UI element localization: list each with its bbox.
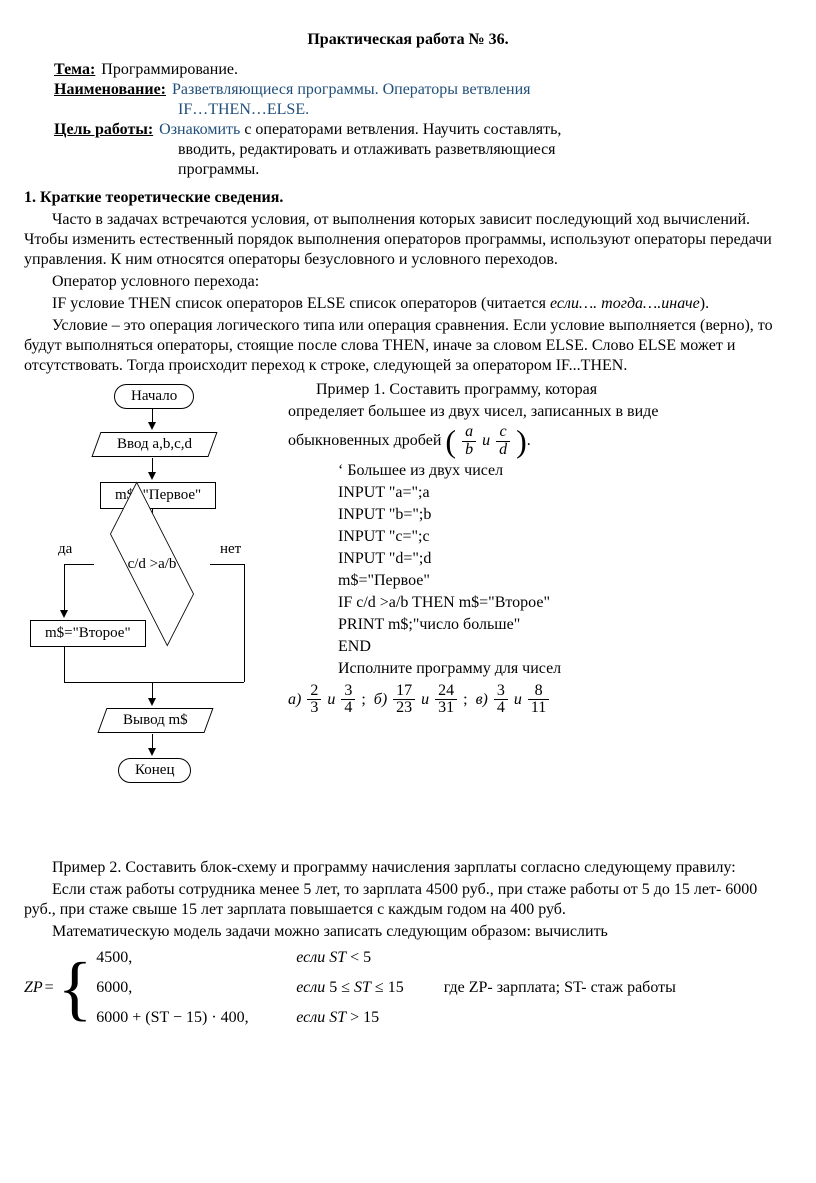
ex1-intro3: обыкновенных дробей ( ab и cd ). <box>288 424 792 459</box>
naimen-label: Наименование: <box>54 80 172 100</box>
flow-input: Ввод a,b,c,d <box>91 432 217 457</box>
example-1: Пример 1. Составить программу, которая о… <box>284 380 792 719</box>
ex2-p2: Если стаж работы сотрудника менее 5 лет,… <box>24 880 792 920</box>
zp-var: ZP <box>24 978 43 998</box>
cel-value: Ознакомить с операторами ветвления. Науч… <box>159 120 792 140</box>
code-line: ‘ Большее из двух чисел <box>338 461 792 481</box>
ex1-intro2: определяет большее из двух чисел, записа… <box>288 402 792 422</box>
brace-icon: { <box>58 956 93 1021</box>
flow-proc1: m$="Первое" <box>100 482 216 509</box>
code-line: m$="Первое" <box>338 571 792 591</box>
ex2-p3: Математическую модель задачи можно запис… <box>24 922 792 942</box>
cel-label: Цель работы: <box>54 120 159 140</box>
code-line: INPUT "b=";b <box>338 505 792 525</box>
flow-yes-label: да <box>58 540 72 559</box>
flow-decision: c/d >a/b <box>92 536 212 592</box>
code-line: INPUT "d=";d <box>338 549 792 569</box>
code-line: END <box>338 637 792 657</box>
naimen-value: Разветвляющиеся программы. Операторы вет… <box>172 80 792 100</box>
piecewise-system: ZP = { 4500, если ST < 5 6000, если 5 ≤ … <box>24 948 792 1028</box>
paragraph-2: Оператор условного перехода: <box>24 272 792 292</box>
ex2-p1: Пример 2. Составить блок-схему и програм… <box>24 858 792 878</box>
paragraph-4: Условие – это операция логического типа … <box>24 316 792 376</box>
flow-no-label: нет <box>220 540 241 559</box>
page-title: Практическая работа № 36. <box>24 30 792 50</box>
section-1-title: 1. Краткие теоретические сведения. <box>24 188 792 208</box>
code-line: PRINT m$;"число больше" <box>338 615 792 635</box>
run-prompt: Исполните программу для чисел <box>338 659 792 679</box>
where-text: где ZP- зарплата; ST- стаж работы <box>444 978 676 998</box>
code-line: IF c/d >a/b THEN m$="Второе" <box>338 593 792 613</box>
code-line: INPUT "a=";a <box>338 483 792 503</box>
flow-end: Конец <box>118 758 191 783</box>
flow-output: Вывод m$ <box>97 708 213 733</box>
run-values: а) 23 и 34 ; б) 1723 и 2431 ; в) 34 и 81… <box>288 683 792 718</box>
cel-line2: вводить, редактировать и отлаживать разв… <box>178 140 792 160</box>
ex1-intro1: Пример 1. Составить программу, которая <box>288 380 792 400</box>
flow-proc2: m$="Второе" <box>30 620 146 647</box>
tema-label: Тема: <box>54 60 101 80</box>
cel-line3: программы. <box>178 160 792 180</box>
naimen-line2: IF…THEN…ELSE. <box>178 100 792 120</box>
code-line: INPUT "c=";c <box>338 527 792 547</box>
paragraph-1: Часто в задачах встречаются условия, от … <box>24 210 792 270</box>
flowchart: Начало Ввод a,b,c,d m$="Первое" c/d >a/b… <box>24 380 284 840</box>
paragraph-3: IF условие THEN список операторов ELSE с… <box>24 294 792 314</box>
tema-value: Программирование. <box>101 60 792 80</box>
flow-start: Начало <box>114 384 194 409</box>
header-block: Тема: Программирование. Наименование: Ра… <box>54 60 792 180</box>
